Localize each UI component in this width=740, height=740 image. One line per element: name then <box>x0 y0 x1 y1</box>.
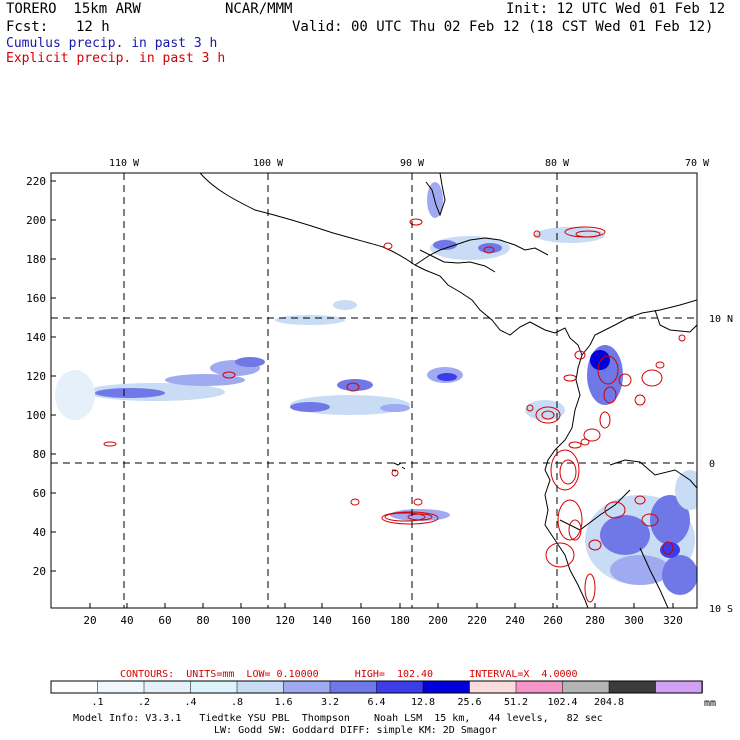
color-bar-label: .2 <box>138 697 150 708</box>
color-bar-swatch <box>608 680 657 694</box>
x-tick-label: 240 <box>505 614 525 627</box>
x-tick-label: 180 <box>390 614 410 627</box>
color-bar-label: .8 <box>231 697 243 708</box>
lon-label-100w: 100 W <box>253 158 284 169</box>
y-tick-label: 40 <box>33 526 46 539</box>
color-bar-swatch <box>236 680 285 694</box>
explicit-precip-title: Explicit precip. in past 3 h <box>6 51 226 66</box>
y-tick-label: 20 <box>33 565 46 578</box>
x-tick-label: 260 <box>543 614 563 627</box>
lon-label-90w: 90 W <box>400 158 425 169</box>
color-bar-label: 3.2 <box>321 697 339 708</box>
top-lon-labels: 110 W 100 W 90 W 80 W 70 W <box>109 158 710 169</box>
x-tick-label: 140 <box>312 614 332 627</box>
color-bar-swatch <box>469 680 517 694</box>
color-bar-swatch <box>97 680 145 694</box>
color-bar-swatch <box>655 680 703 694</box>
x-tick-label: 200 <box>428 614 448 627</box>
x-tick-label: 20 <box>83 614 96 627</box>
color-bar-label: 102.4 <box>547 697 577 708</box>
coastline <box>199 173 697 608</box>
color-bar-units: mm <box>704 698 716 709</box>
y-tick-label: 200 <box>26 214 46 227</box>
color-bar-label: .4 <box>184 697 196 708</box>
x-tick-label: 220 <box>467 614 487 627</box>
color-bar-swatch <box>515 680 564 694</box>
axis-ticks <box>51 180 674 608</box>
explicit-precip-contours <box>103 218 686 603</box>
cumulus-precip-field <box>55 182 697 595</box>
model-info-line1: Model Info: V3.3.1 Tiedtke YSU PBL Thomp… <box>73 713 603 724</box>
x-tick-label: 120 <box>275 614 295 627</box>
color-bar-labels: .1 .2 .4 .8 1.6 3.2 6.4 12.8 25.6 51.2 102.4 204.8 <box>91 697 624 708</box>
model-info-line2: LW: Godd SW: Goddard DIFF: simple KM: 2D… <box>214 725 497 736</box>
x-tick-label: 320 <box>663 614 683 627</box>
lat-label-0: 0 <box>709 459 715 470</box>
y-tick-label: 80 <box>33 448 46 461</box>
x-tick-label: 300 <box>624 614 644 627</box>
init-time: Init: 12 UTC Wed 01 Feb 12 <box>506 1 726 17</box>
contours-info: CONTOURS: UNITS=mm LOW= 0.10000 HIGH= 10… <box>120 669 578 680</box>
cumulus-precip-title: Cumulus precip. in past 3 h <box>6 36 218 51</box>
graticule <box>51 173 697 608</box>
y-tick-label: 180 <box>26 253 46 266</box>
lon-label-110w: 110 W <box>109 158 140 169</box>
y-tick-label: 220 <box>26 175 46 188</box>
color-bar-swatch <box>143 680 192 694</box>
lon-label-80w: 80 W <box>545 158 570 169</box>
x-tick-label: 40 <box>120 614 133 627</box>
forecast-label: Fcst: <box>6 19 49 35</box>
color-bar-label: 1.6 <box>274 697 292 708</box>
color-bar-swatch <box>562 680 610 694</box>
right-lat-labels: 10 N 0 10 S <box>709 314 733 615</box>
color-bar-label: .1 <box>91 697 103 708</box>
color-bar-swatch <box>50 680 99 694</box>
x-tick-labels: 20 40 60 80 100 120 140 160 180 200 220 … <box>83 614 683 627</box>
forecast-hours: 12 h <box>76 19 110 35</box>
color-bar-swatch <box>422 680 471 694</box>
color-bar-label: 25.6 <box>457 697 481 708</box>
x-tick-label: 160 <box>351 614 371 627</box>
color-bar-swatch <box>376 680 424 694</box>
x-tick-label: 60 <box>158 614 171 627</box>
y-tick-label: 160 <box>26 292 46 305</box>
y-tick-label: 100 <box>26 409 46 422</box>
color-bar <box>50 680 703 694</box>
y-tick-label: 120 <box>26 370 46 383</box>
color-bar-label: 51.2 <box>504 697 528 708</box>
color-bar-swatch <box>329 680 378 694</box>
lat-label-10s: 10 S <box>709 604 733 615</box>
color-bar-swatch <box>283 680 331 694</box>
model-name: TORERO 15km ARW <box>6 1 141 17</box>
lon-label-70w: 70 W <box>685 158 710 169</box>
color-bar-label: 12.8 <box>411 697 435 708</box>
color-bar-label: 204.8 <box>594 697 624 708</box>
color-bar-label: 6.4 <box>367 697 385 708</box>
x-tick-label: 100 <box>231 614 251 627</box>
organization: NCAR/MMM <box>225 1 293 17</box>
lat-label-10n: 10 N <box>709 314 733 325</box>
y-tick-label: 60 <box>33 487 46 500</box>
y-tick-labels: 220 200 180 160 140 120 100 80 60 40 20 <box>26 175 46 578</box>
x-tick-label: 80 <box>196 614 209 627</box>
y-tick-label: 140 <box>26 331 46 344</box>
x-tick-label: 280 <box>585 614 605 627</box>
color-bar-swatch <box>190 680 238 694</box>
map-frame <box>50 172 698 609</box>
valid-time: Valid: 00 UTC Thu 02 Feb 12 (18 CST Wed … <box>292 19 714 35</box>
